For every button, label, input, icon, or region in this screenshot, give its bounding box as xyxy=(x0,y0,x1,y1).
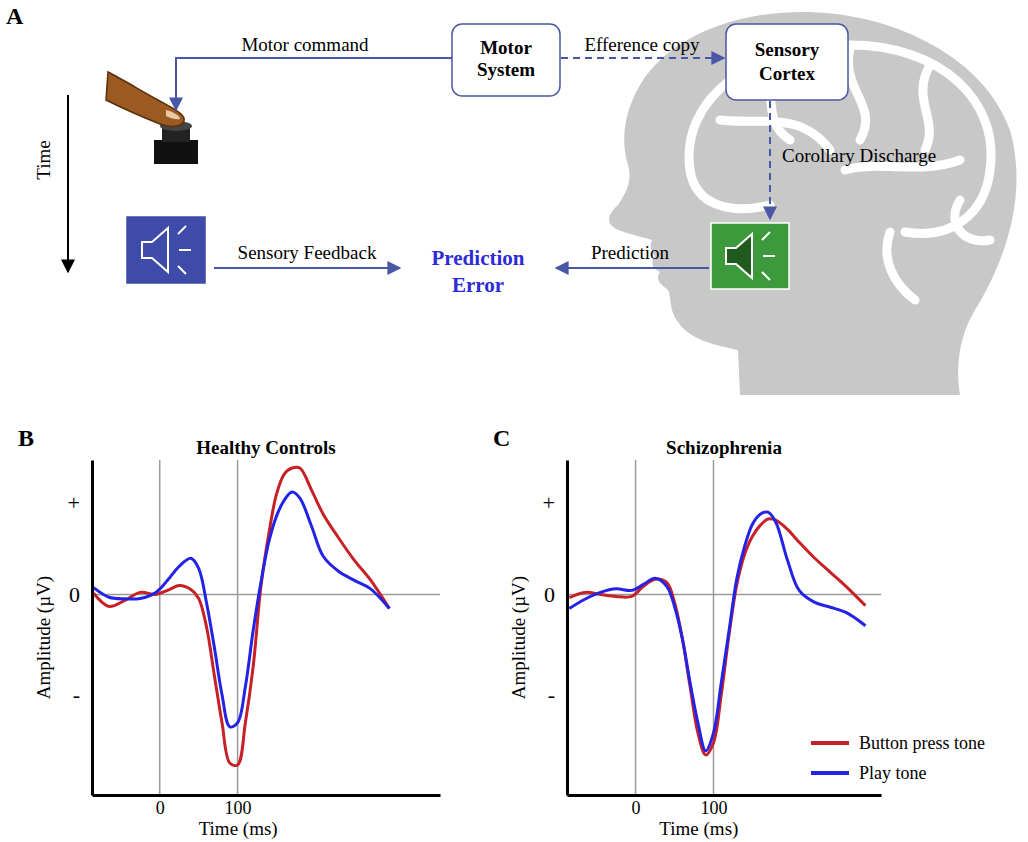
sensory-cortex-label: Sensory xyxy=(755,39,820,60)
x-tick-label: 100 xyxy=(225,798,252,818)
x-tick: 0 xyxy=(632,795,641,818)
y-axis-title: Amplitude (µV) xyxy=(508,576,530,699)
y-tick: - xyxy=(548,682,567,707)
sensory-cortex-box xyxy=(726,24,848,100)
brain-outline xyxy=(923,65,930,150)
plot-area xyxy=(569,512,865,755)
finger xyxy=(106,72,184,126)
time-label: Time xyxy=(33,140,54,179)
panel-label: A xyxy=(6,3,24,29)
prediction-label: Prediction xyxy=(591,242,670,263)
y-tick-label: 0 xyxy=(544,582,555,607)
prediction-error-label: Prediction xyxy=(432,246,525,270)
head-silhouette xyxy=(609,12,1016,395)
sensory-feedback-label: Sensory Feedback xyxy=(238,242,377,263)
y-axis-title: Amplitude (µV) xyxy=(33,576,55,699)
chart-panel: 0 100 +0 - C Schizophrenia Time (ms) Amplitude … xyxy=(493,425,985,840)
prediction-speaker-wave xyxy=(763,255,775,257)
legend-swatch xyxy=(811,741,849,745)
feedback-speaker-wave xyxy=(179,249,191,251)
figure: A Time MotorSystem Motor command Efference c… xyxy=(0,0,1028,842)
y-axis: +0 - xyxy=(543,461,568,796)
brain-outline xyxy=(690,170,770,209)
y-tick: + xyxy=(68,490,92,515)
x-tick-label: 0 xyxy=(156,798,165,818)
y-tick-label: 0 xyxy=(69,582,80,607)
y-tick-label: - xyxy=(548,682,555,707)
prediction-speaker-wave xyxy=(762,272,770,280)
chart-title: Schizophrenia xyxy=(666,437,782,458)
prediction-error-label: Error xyxy=(452,273,504,297)
y-tick: 0 xyxy=(69,582,92,607)
series-line xyxy=(94,467,390,765)
x-axis: 0 100 xyxy=(93,795,441,818)
sensory-feedback-arrow xyxy=(214,267,400,269)
efference-copy-label: Efference copy xyxy=(584,34,700,55)
x-axis: 0 100 xyxy=(568,795,882,818)
x-tick: 100 xyxy=(700,795,727,818)
prediction-speaker-box xyxy=(711,223,789,289)
y-tick: 0 xyxy=(544,582,567,607)
corollary-discharge-label: Corollary Discharge xyxy=(782,145,936,166)
x-axis-line xyxy=(568,794,882,797)
y-tick-label: - xyxy=(73,682,80,707)
sensory-cortex-label: Cortex xyxy=(759,63,815,84)
motor-command-arrow xyxy=(176,58,452,110)
motor-system-box xyxy=(452,24,560,96)
motor-command-label: Motor command xyxy=(241,34,369,55)
grid-line-x xyxy=(635,460,637,795)
legend-label: Play tone xyxy=(859,763,927,783)
x-axis-title: Time (ms) xyxy=(659,818,738,840)
y-tick: - xyxy=(73,682,92,707)
time-arrow xyxy=(67,95,69,272)
y-tick: + xyxy=(543,490,567,515)
finger-nail xyxy=(166,110,180,119)
x-axis-title: Time (ms) xyxy=(199,818,278,840)
prediction-speaker-cone xyxy=(726,234,752,278)
y-axis-line xyxy=(566,461,569,796)
button-base xyxy=(154,140,198,164)
x-tick-label: 100 xyxy=(700,798,727,818)
legend-label: Button press tone xyxy=(859,733,985,753)
grid-line-x xyxy=(237,460,239,795)
brain-outline xyxy=(955,200,990,241)
finger-button-icon xyxy=(106,72,198,164)
series-line xyxy=(94,492,390,727)
chart-panel: 0 100 +0 - B Healthy Controls Time (ms) Amplitu… xyxy=(18,425,441,840)
x-tick: 100 xyxy=(225,795,252,818)
brain-outline xyxy=(887,232,915,300)
y-tick-label: + xyxy=(68,490,80,515)
panel-a: A Time MotorSystem Motor command Efference c… xyxy=(6,3,1017,395)
panel-label: B xyxy=(18,425,34,451)
feedback-speaker xyxy=(127,217,205,283)
y-axis-line xyxy=(91,461,94,796)
chart-title: Healthy Controls xyxy=(196,437,336,458)
prediction-arrow xyxy=(556,267,709,269)
efference-copy-arrow xyxy=(561,57,724,59)
feedback-speaker-wave xyxy=(178,266,186,274)
prediction-speaker-wave xyxy=(762,232,770,240)
feedback-speaker-wave xyxy=(178,226,186,234)
y-axis: +0 - xyxy=(68,461,93,796)
x-tick: 0 xyxy=(156,795,165,818)
motor-system-label: Motor xyxy=(480,37,532,58)
feedback-speaker-box xyxy=(127,217,205,283)
brain-outline xyxy=(848,48,865,140)
plot-area xyxy=(94,467,390,765)
x-axis-line xyxy=(93,794,441,797)
x-tick-label: 0 xyxy=(632,798,641,818)
corollary-discharge-arrow xyxy=(769,101,771,219)
feedback-speaker-cone xyxy=(142,228,168,272)
y-tick-label: + xyxy=(543,490,555,515)
series-line xyxy=(569,512,865,751)
panel-label: C xyxy=(493,425,510,451)
prediction-speaker xyxy=(711,223,789,289)
motor-system-label: System xyxy=(477,59,535,80)
grid-line-x xyxy=(159,460,161,795)
legend-swatch xyxy=(811,771,849,775)
legend: Button press tone Play tone xyxy=(811,733,985,783)
